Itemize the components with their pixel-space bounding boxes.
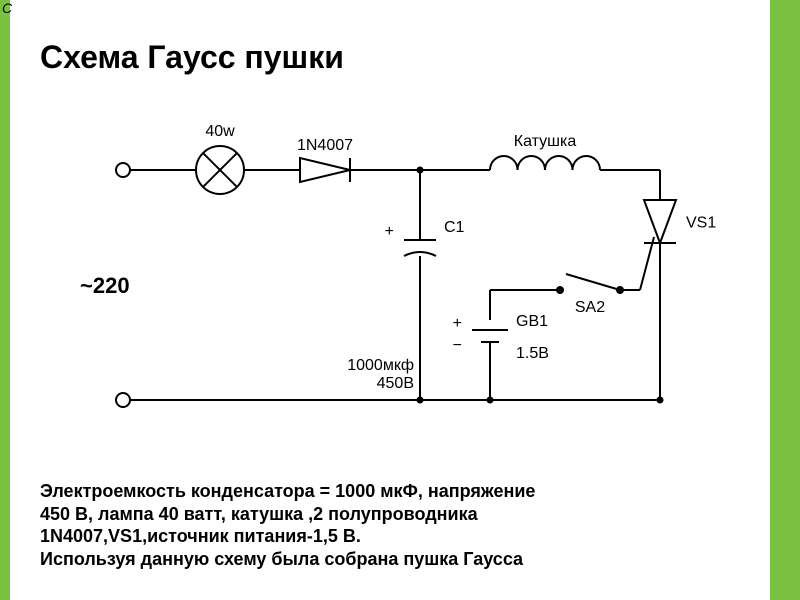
svg-text:C1: C1 [444,219,465,236]
circuit-diagram: ~220 40w 1N4007 Катушка VS1 SА2 + − GB1 1.5B + C1 10… [20,80,760,450]
page-title: Схема Гаусс пушки [40,39,344,76]
svg-text:VS1: VS1 [686,215,716,232]
accent-right [770,0,800,600]
svg-text:Катушка: Катушка [514,133,577,150]
caption-line: 1N4007,VS1,источник питания-1,5 В. [40,526,361,546]
svg-text:~220: ~220 [80,273,130,298]
svg-text:+: + [453,315,462,332]
caption-line: Электроемкость конденсатора = 1000 мкФ, … [40,481,535,501]
svg-text:+: + [385,223,394,240]
svg-text:SА2: SА2 [575,299,605,316]
svg-text:1.5B: 1.5B [516,345,549,362]
accent-left [0,0,10,600]
svg-text:−: − [453,337,462,354]
svg-text:40w: 40w [205,123,235,140]
svg-text:450В: 450В [377,375,414,392]
caption-line: Используя данную схему была собрана пушк… [40,549,523,569]
svg-text:1N4007: 1N4007 [297,137,353,154]
svg-text:1000мкф: 1000мкф [347,357,414,374]
caption-line: 450 В, лампа 40 ватт, катушка ,2 полупро… [40,504,478,524]
corner-letter: C [2,0,12,16]
caption-text: Электроемкость конденсатора = 1000 мкФ, … [40,480,740,570]
svg-text:GB1: GB1 [516,313,548,330]
